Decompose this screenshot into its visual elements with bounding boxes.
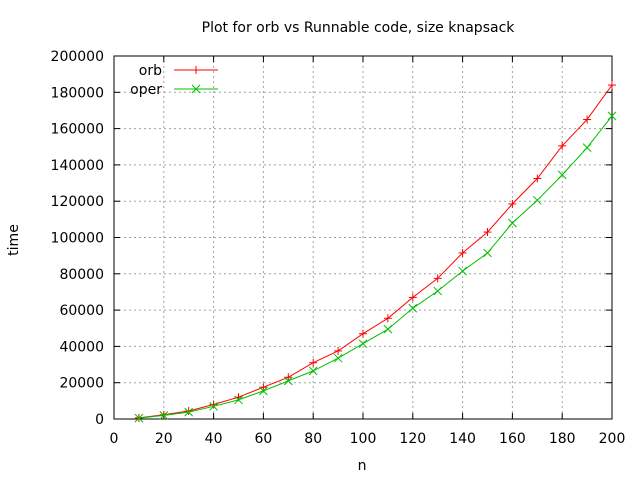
y-tick-label: 140000 bbox=[51, 158, 104, 174]
marker-stroke bbox=[557, 170, 567, 180]
data-point-oper bbox=[209, 401, 218, 411]
data-point-orb bbox=[334, 346, 343, 355]
data-point-oper bbox=[358, 339, 368, 349]
y-tick-label: 0 bbox=[95, 412, 104, 428]
x-tick-label: 180 bbox=[549, 431, 576, 447]
marker-stroke bbox=[508, 218, 517, 228]
series-line-orb bbox=[138, 84, 613, 419]
x-tick-label: 80 bbox=[304, 431, 322, 447]
data-point-orb bbox=[533, 174, 542, 183]
data-point-orb bbox=[558, 141, 567, 150]
data-point-orb bbox=[433, 274, 442, 283]
x-tick-label: 160 bbox=[499, 431, 526, 447]
data-point-orb bbox=[383, 314, 392, 323]
legend-marker-orb bbox=[192, 66, 200, 74]
data-point-oper bbox=[234, 395, 243, 405]
data-point-oper bbox=[383, 324, 393, 334]
data-point-orb bbox=[309, 358, 318, 367]
marker-stroke bbox=[283, 376, 293, 386]
x-tick-label: 0 bbox=[110, 431, 119, 447]
marker-stroke bbox=[582, 143, 592, 153]
marker-stroke bbox=[308, 366, 318, 376]
y-tick-label: 40000 bbox=[59, 339, 104, 355]
chart-title: Plot for orb vs Runnable code, size knap… bbox=[202, 20, 516, 36]
data-point-oper bbox=[333, 353, 343, 363]
x-tick-label: 100 bbox=[350, 431, 377, 447]
data-point-oper bbox=[308, 366, 318, 376]
x-tick-label: 20 bbox=[155, 431, 173, 447]
y-tick-label: 100000 bbox=[51, 231, 104, 247]
y-tick-label: 160000 bbox=[51, 122, 104, 138]
y-tick-label: 200000 bbox=[51, 49, 104, 65]
data-point-oper bbox=[508, 218, 517, 228]
data-point-orb bbox=[458, 248, 467, 257]
data-point-oper bbox=[184, 407, 194, 417]
marker-stroke bbox=[358, 339, 368, 349]
marker-stroke bbox=[483, 248, 492, 258]
axis-ticks: 0 20 40 60 80 100 120 140 160 180 200 0 20000 40000 60… bbox=[51, 49, 626, 447]
marker-stroke bbox=[458, 266, 467, 276]
marker-stroke bbox=[333, 353, 343, 363]
data-point-oper bbox=[408, 303, 418, 313]
y-tick-label: 120000 bbox=[51, 194, 104, 210]
x-tick-label: 200 bbox=[599, 431, 626, 447]
data-point-orb bbox=[608, 81, 616, 90]
marker-stroke bbox=[209, 401, 218, 411]
marker-stroke bbox=[383, 324, 393, 334]
marker-stroke bbox=[433, 286, 443, 296]
data-point-orb bbox=[209, 400, 218, 409]
grid bbox=[114, 56, 612, 419]
marker-stroke bbox=[191, 84, 201, 94]
data-point-orb bbox=[284, 373, 293, 382]
marker-stroke bbox=[408, 303, 418, 313]
series-line-oper bbox=[138, 115, 613, 419]
legend-label-oper: oper bbox=[130, 82, 162, 98]
data-point-orb bbox=[508, 199, 517, 208]
legend: orb oper bbox=[130, 63, 218, 98]
data-point-oper bbox=[159, 411, 169, 420]
x-tick-label: 140 bbox=[449, 431, 476, 447]
data-point-orb bbox=[259, 383, 268, 392]
marker-stroke bbox=[184, 407, 194, 417]
legend-marker-oper bbox=[191, 84, 201, 94]
data-point-oper bbox=[259, 386, 268, 396]
marker-stroke bbox=[532, 195, 542, 205]
y-tick-label: 80000 bbox=[59, 267, 104, 283]
marker-stroke bbox=[234, 395, 243, 405]
x-axis-label: n bbox=[358, 458, 367, 474]
legend-label-orb: orb bbox=[139, 63, 162, 79]
marker-stroke bbox=[159, 411, 169, 420]
series-orb bbox=[134, 81, 616, 422]
data-point-orb bbox=[408, 293, 417, 302]
marker-stroke bbox=[607, 111, 617, 121]
data-point-oper bbox=[532, 195, 542, 205]
plot-frame bbox=[113, 55, 613, 420]
series-oper bbox=[134, 111, 617, 423]
data-point-oper bbox=[433, 286, 443, 296]
x-tick-label: 60 bbox=[254, 431, 272, 447]
data-point-oper bbox=[483, 248, 492, 258]
data-point-oper bbox=[134, 413, 144, 423]
series-group bbox=[134, 81, 617, 423]
data-point-oper bbox=[283, 376, 293, 386]
y-tick-label: 20000 bbox=[59, 376, 104, 392]
marker-stroke bbox=[134, 413, 144, 423]
x-tick-label: 120 bbox=[399, 431, 426, 447]
y-axis-label: time bbox=[6, 224, 22, 256]
marker-stroke bbox=[259, 386, 268, 396]
data-point-orb bbox=[359, 329, 367, 338]
data-point-oper bbox=[607, 111, 617, 121]
data-point-oper bbox=[557, 170, 567, 180]
data-point-oper bbox=[458, 266, 467, 276]
y-tick-label: 60000 bbox=[59, 303, 104, 319]
data-point-oper bbox=[582, 143, 592, 153]
data-point-orb bbox=[483, 228, 492, 237]
data-point-orb bbox=[583, 115, 592, 124]
x-tick-label: 40 bbox=[205, 431, 223, 447]
y-tick-label: 180000 bbox=[51, 85, 104, 101]
